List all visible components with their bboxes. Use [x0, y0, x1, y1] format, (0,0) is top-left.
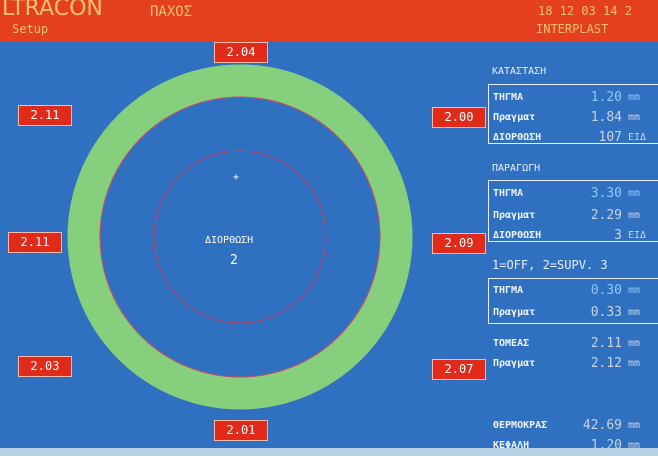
row-label: ΤΗΓΜΑ: [493, 188, 524, 199]
reference-circle: [99, 96, 381, 378]
row-label: Πραγματ: [493, 307, 536, 318]
row-label: ΤΟΜΕΑΣ: [493, 338, 530, 349]
section-box: [488, 278, 658, 324]
ring-value: 2.00: [432, 107, 486, 128]
row-label: Πραγματ: [493, 210, 536, 221]
thickness-ring: [67, 64, 413, 410]
row-label: ΔΙΟΡΘΩΣΗ: [493, 230, 542, 241]
row-label: ΤΗΓΜΑ: [493, 285, 524, 296]
ring-value: 2.04: [214, 42, 268, 63]
section-title: ΚΑΤΑΣΤΑΣΗ: [492, 66, 547, 77]
center-marker: +: [233, 172, 239, 183]
row-label: ΔΙΟΡΘΩΣΗ: [493, 132, 542, 143]
inner-circle: [153, 150, 327, 324]
ring-value: 2.11: [18, 105, 72, 126]
section-box: [488, 180, 658, 242]
ring-value: 2.09: [432, 233, 486, 254]
row-unit: mm: [628, 92, 641, 103]
row-label: ΚΕΦΑΛΗ: [493, 440, 530, 448]
row-value: 1.20: [590, 90, 622, 105]
ring-value: 2.07: [432, 359, 486, 380]
row-unit: mm: [628, 420, 641, 431]
row-value: 0.33: [590, 305, 622, 320]
row-unit: mm: [628, 358, 641, 369]
row-unit: mm: [628, 440, 641, 448]
row-value: 3.30: [590, 186, 622, 201]
ring-value: 2.01: [214, 420, 268, 441]
header-bar: LTRACON Setup ΠΑΧΟΣ 18 12 03 14 2 INTERP…: [0, 0, 658, 42]
ring-value: 2.03: [18, 356, 72, 377]
row-value: 1.84: [590, 110, 622, 125]
row-unit: mm: [628, 112, 641, 123]
row-unit: mm: [628, 307, 641, 318]
row-value: 2.11: [590, 336, 622, 351]
row-unit: mm: [628, 210, 641, 221]
company: INTERPLAST: [536, 22, 609, 36]
center-value: 2: [230, 253, 238, 268]
section-title: 1=OFF, 2=SUPV. 3: [492, 258, 608, 272]
section-title: ΠΑΡΑΓΩΓΗ: [492, 163, 541, 174]
row-value: 42.69: [582, 418, 622, 433]
ring-value: 2.11: [8, 232, 62, 253]
row-unit: mm: [628, 338, 641, 349]
center-title: ΔΙΟΡΘΩΣΗ: [205, 235, 254, 246]
row-unit: mm: [628, 188, 641, 199]
row-value: 1.20: [590, 438, 622, 448]
section-box: [488, 84, 658, 144]
row-label: Πραγματ: [493, 358, 536, 369]
ring-display: +: [67, 64, 413, 410]
brand: LTRACON: [2, 0, 103, 21]
row-label: ΤΗΓΜΑ: [493, 92, 524, 103]
row-label: Πραγματ: [493, 112, 536, 123]
row-value: 0.30: [590, 283, 622, 298]
row-value: 3: [614, 228, 622, 243]
row-unit: ΕΙΔ: [628, 132, 647, 143]
row-value: 107: [598, 130, 622, 145]
row-unit: ΕΙΔ: [628, 230, 647, 241]
mode: Setup: [12, 22, 49, 36]
row-value: 2.29: [590, 208, 622, 223]
row-value: 2.12: [590, 356, 622, 371]
datetime: 18 12 03 14 2: [538, 4, 632, 18]
row-unit: mm: [628, 285, 641, 296]
row-label: ΘΕΡΜΟΚΡΑΣ: [493, 420, 548, 431]
screen-name: ΠΑΧΟΣ: [150, 4, 193, 20]
